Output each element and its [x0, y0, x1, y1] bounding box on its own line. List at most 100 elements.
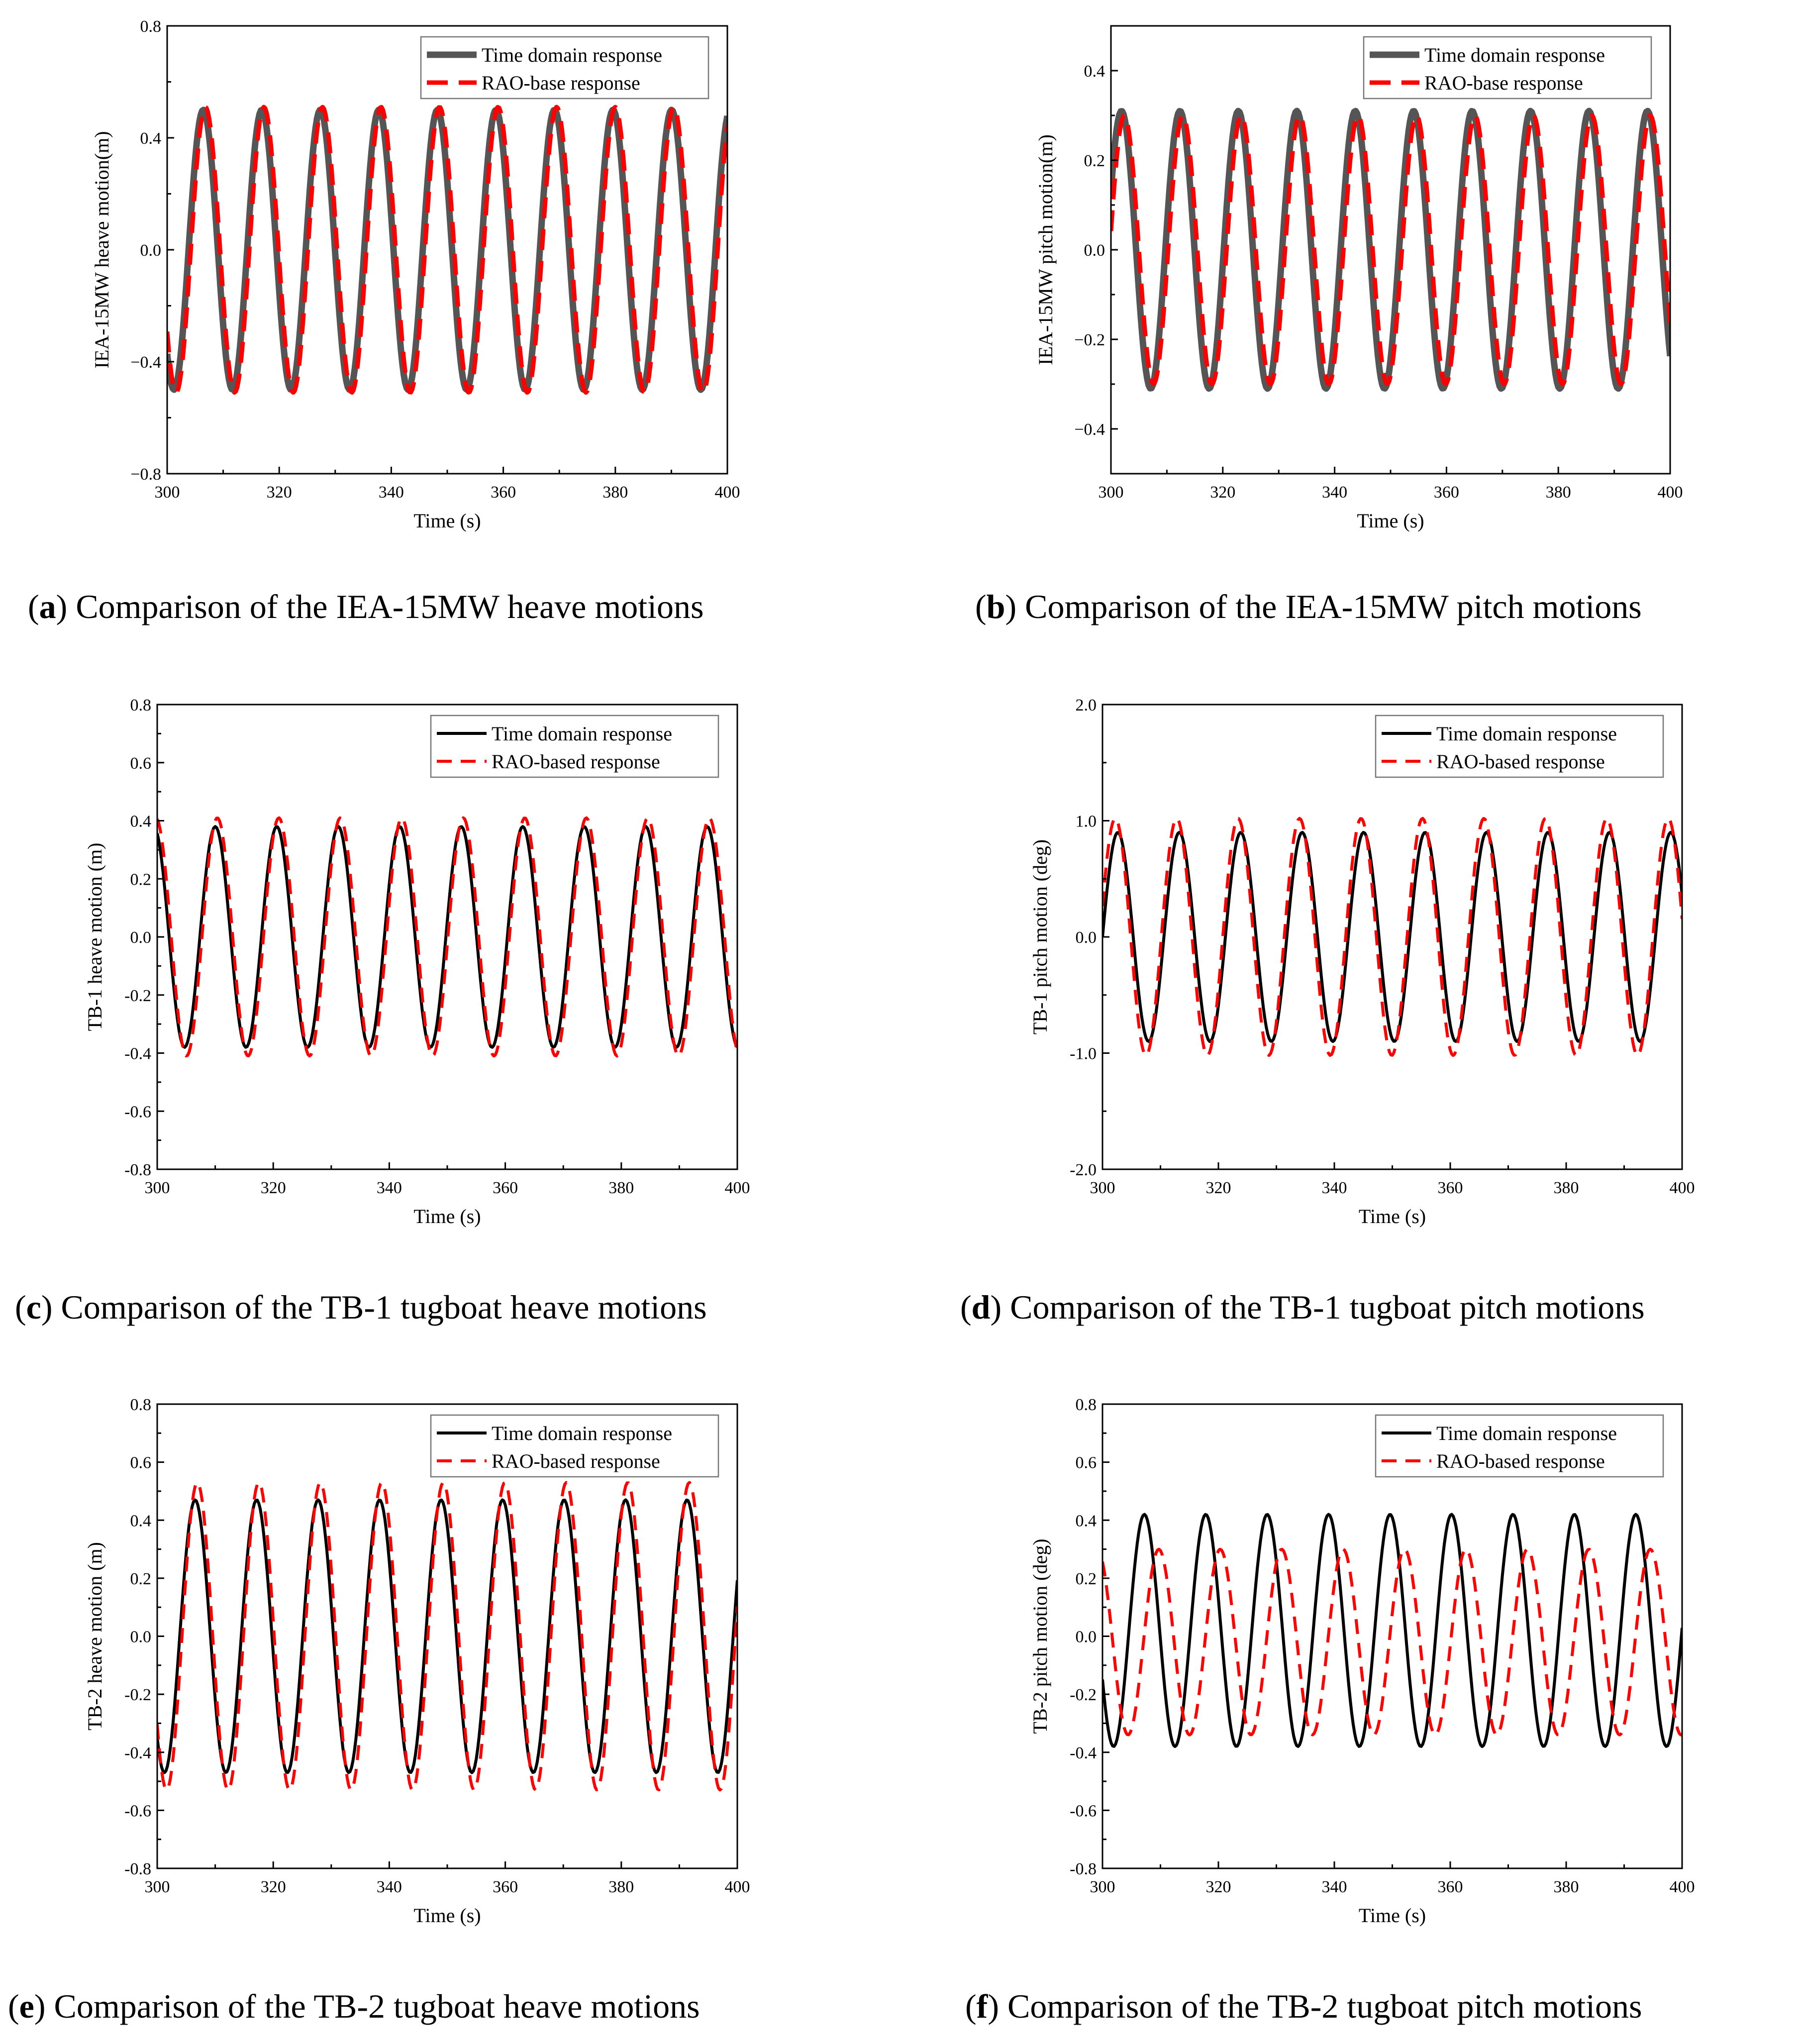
panel-f-series-1-line	[1102, 1547, 1682, 1737]
panel-b-legend-label-0: Time domain response	[1424, 44, 1605, 66]
panel-d-x-tick-label: 320	[1206, 1179, 1231, 1197]
panel-c-legend-box	[430, 715, 719, 778]
panel-d-series-1-line	[1102, 817, 1682, 1057]
panel-d-series-0-line	[1102, 830, 1682, 1043]
panel-e-y-tick-label: 0.0	[130, 1628, 152, 1646]
panel-e-x-tick-label: 380	[608, 1878, 634, 1896]
panel-f-y-tick-label: -0.2	[1070, 1686, 1097, 1704]
panel-d-x-tick-label: 400	[1670, 1179, 1695, 1197]
panel-d-caption-letter: d	[972, 1288, 991, 1326]
panel-c-y-tick-label: -0.4	[124, 1045, 151, 1063]
panel-b-x-tick-label: 400	[1658, 483, 1683, 502]
panel-c-caption: (c) Comparison of the TB-1 tugboat heave…	[15, 1288, 707, 1326]
panel-c-legend-label-0: Time domain response	[492, 722, 672, 745]
panel-f-series-0-line	[1102, 1513, 1682, 1748]
panel-c-y-tick-label: 0.4	[130, 813, 152, 831]
panel-e-caption-text: Comparison of the TB-2 tugboat heave mot…	[54, 1987, 700, 2025]
panel-c-y-tick-label: 0.8	[130, 696, 152, 715]
panel-e-chart: 300 320 340 360 380 400 -0.8 -0.6 -0.4 -0.2 0.0 0.2…	[8, 1396, 750, 2025]
panel-e-caption-close-paren: )	[34, 1987, 54, 2025]
panel-e-x-tick-label: 360	[493, 1878, 518, 1896]
panel-f-y-tick-label: 0.0	[1076, 1628, 1097, 1646]
panel-e-series-1-line	[157, 1481, 737, 1792]
panel-b-series-0-line	[1111, 107, 1670, 392]
panel-a-legend-label-1: RAO-base response	[482, 72, 640, 94]
panel-c-series-1-line	[157, 816, 737, 1058]
panel-d-y-tick-label: -2.0	[1070, 1161, 1097, 1179]
panel-c-caption-open-paren: (	[15, 1288, 26, 1326]
panel-e-legend-label-0: Time domain response	[492, 1422, 672, 1444]
panel-d-x-tick-label: 380	[1554, 1179, 1579, 1197]
panel-f-y-tick-label: 0.2	[1076, 1570, 1097, 1588]
panel-f-x-axis-title: Time (s)	[1359, 1904, 1426, 1927]
panel-b-legend-box	[1363, 36, 1652, 100]
panel-f-x-tick-label: 340	[1322, 1878, 1347, 1896]
panel-a-x-axis-title: Time (s)	[413, 510, 481, 532]
panel-a-y-tick-label: 0.0	[140, 241, 162, 260]
panel-f-legend-box	[1375, 1414, 1664, 1478]
panel-b-x-tick-label: 380	[1546, 483, 1571, 502]
panel-b-x-tick-label: 360	[1434, 483, 1459, 502]
panel-d-legend-box	[1375, 715, 1664, 778]
panel-e-legend-label-1: RAO-based response	[492, 1450, 660, 1472]
panel-e-legend-box	[430, 1414, 719, 1478]
panel-e-series-0-line	[157, 1498, 737, 1774]
panel-c-caption-letter: c	[26, 1288, 41, 1326]
panel-b-y-axis-title: IEA-15MW pitch motion(m)	[1034, 134, 1057, 365]
panel-e-y-tick-label: -0.4	[124, 1744, 151, 1762]
panel-c-x-tick-label: 300	[145, 1179, 170, 1197]
panel-a-legend-label-0: Time domain response	[482, 44, 662, 66]
panel-d-y-axis-title: TB-1 pitch motion (deg)	[1029, 839, 1051, 1034]
panel-f-x-tick-label: 320	[1206, 1878, 1231, 1896]
panel-b-legend-label-1: RAO-base response	[1424, 72, 1583, 94]
panel-e-x-tick-label: 400	[725, 1878, 750, 1896]
panel-a-x-tick-label: 300	[155, 483, 180, 502]
panel-a-caption-open-paren: (	[28, 588, 39, 625]
panel-a-x-tick-label: 340	[379, 483, 404, 502]
panel-e-y-axis-title: TB-2 heave motion (m)	[84, 1542, 106, 1731]
panel-c-y-tick-label: 0.2	[130, 870, 152, 889]
panel-d-y-tick-label: 2.0	[1076, 696, 1097, 715]
panel-e-y-tick-label: 0.8	[130, 1396, 152, 1414]
panel-f-caption-letter: f	[977, 1987, 989, 2025]
panel-a-x-tick-label: 400	[715, 483, 740, 502]
panel-f-y-tick-label: -0.6	[1070, 1802, 1097, 1820]
panel-c-chart: 300 320 340 360 380 400 -0.8 -0.6 -0.4 -0.2 0.0 0.2…	[15, 696, 750, 1326]
panel-d-caption-open-paren: (	[960, 1288, 972, 1326]
panel-f-y-tick-label: 0.4	[1076, 1512, 1097, 1530]
panel-b-y-tick-label: −0.2	[1074, 331, 1105, 349]
panel-e-x-tick-label: 320	[261, 1878, 286, 1896]
panel-d-x-tick-label: 360	[1438, 1179, 1463, 1197]
panel-e-x-axis-title: Time (s)	[413, 1904, 481, 1927]
panel-c-x-tick-label: 380	[608, 1179, 634, 1197]
panel-b-caption-letter: b	[987, 588, 1005, 625]
panel-d-caption-text: Comparison of the TB-1 tugboat pitch mot…	[1010, 1288, 1645, 1326]
panel-b-x-tick-label: 300	[1099, 483, 1124, 502]
panel-a-caption-close-paren: )	[56, 588, 76, 625]
panel-a-caption-text: Comparison of the IEA-15MW heave motions	[76, 588, 703, 625]
panel-f-legend-label-1: RAO-based response	[1436, 1450, 1605, 1472]
panel-b-chart: 300 320 340 360 380 400 −0.4 −0.2 0.0 0.2 0.4 Time …	[975, 25, 1683, 625]
panel-c-series-0-line	[157, 825, 737, 1049]
panel-a-y-tick-label: −0.4	[130, 353, 161, 372]
panel-b-y-tick-label: 0.0	[1084, 241, 1105, 260]
panel-b-x-tick-label: 320	[1210, 483, 1235, 502]
panel-f-x-tick-label: 380	[1554, 1878, 1579, 1896]
panel-f-y-tick-label: -0.4	[1070, 1744, 1097, 1762]
panel-b-caption-text: Comparison of the IEA-15MW pitch motions	[1025, 588, 1642, 625]
panel-d-legend-label-0: Time domain response	[1436, 722, 1617, 745]
panel-f-caption-text: Comparison of the TB-2 tugboat pitch mot…	[1007, 1987, 1642, 2025]
panel-c-x-tick-label: 340	[377, 1179, 402, 1197]
panel-c-y-tick-label: -0.6	[124, 1103, 151, 1121]
panel-a-y-tick-label: −0.8	[130, 465, 161, 484]
panel-c-x-tick-label: 360	[493, 1179, 518, 1197]
panel-b-y-tick-label: 0.2	[1084, 152, 1105, 170]
panel-e-y-tick-label: -0.2	[124, 1686, 151, 1704]
panel-f-x-tick-label: 360	[1438, 1878, 1463, 1896]
panel-d-x-axis-title: Time (s)	[1359, 1205, 1426, 1227]
panel-a-series-1-line	[167, 104, 727, 395]
panel-f-x-tick-label: 400	[1670, 1878, 1695, 1896]
panel-c-y-tick-label: -0.2	[124, 987, 151, 1005]
panel-e-caption: (e) Comparison of the TB-2 tugboat heave…	[8, 1987, 700, 2025]
